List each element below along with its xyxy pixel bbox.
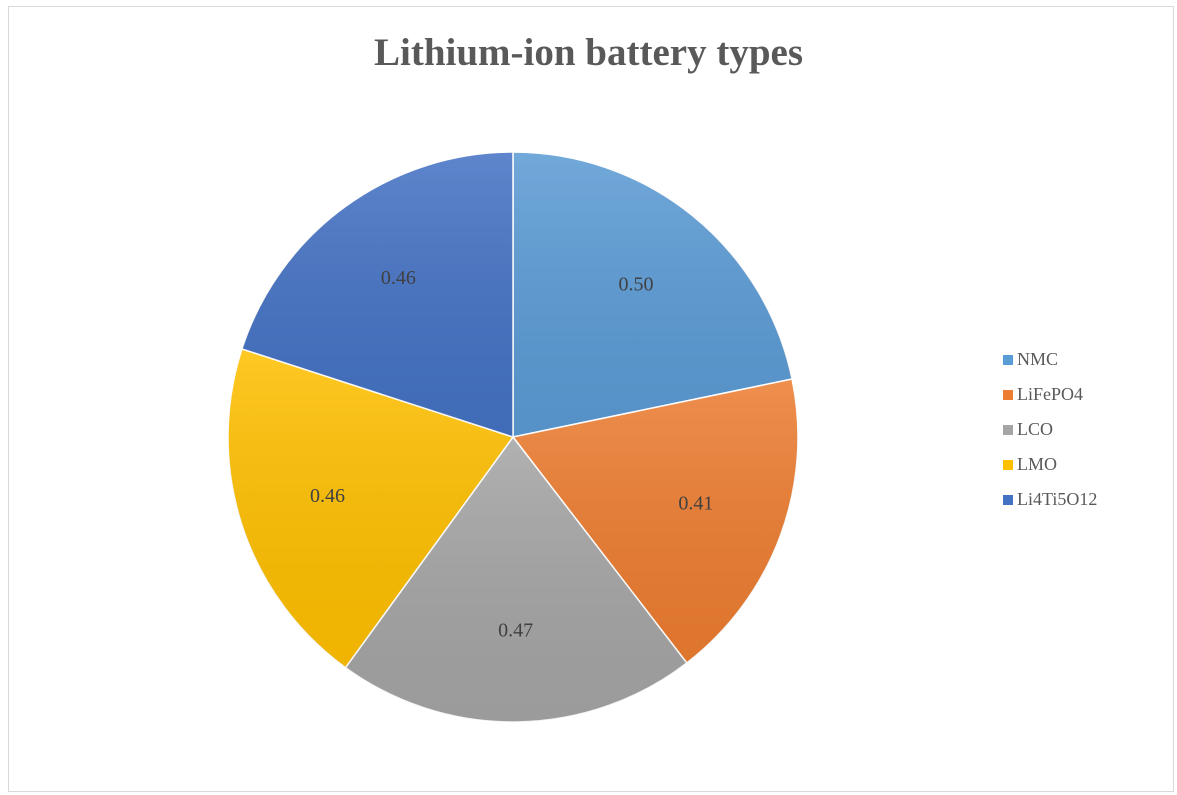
- legend-label: LMO: [1017, 454, 1057, 474]
- legend-swatch: [1003, 389, 1013, 400]
- legend-item-nmc[interactable]: NMC: [1003, 342, 1097, 377]
- pie-data-labels: 0.50 0.41 0.47 0.46 0.46: [310, 267, 713, 642]
- legend-label: LCO: [1017, 419, 1053, 439]
- legend-swatch: [1003, 494, 1013, 505]
- legend-swatch: [1003, 424, 1013, 435]
- legend-swatch: [1003, 354, 1013, 365]
- legend-label: LiFePO4: [1017, 384, 1084, 404]
- data-label-nmc: 0.50: [619, 273, 654, 295]
- legend-item-lifepo4[interactable]: LiFePO4: [1003, 377, 1097, 412]
- legend-swatch: [1003, 459, 1013, 470]
- data-label-lifepo4: 0.41: [678, 492, 713, 514]
- data-label-li4ti5o12: 0.46: [381, 267, 416, 289]
- legend-label: Li4Ti5O12: [1017, 489, 1098, 509]
- legend-item-li4ti5o12[interactable]: Li4Ti5O12: [1003, 482, 1097, 517]
- data-label-lmo: 0.46: [310, 485, 345, 507]
- legend-item-lco[interactable]: LCO: [1003, 412, 1097, 447]
- legend-item-lmo[interactable]: LMO: [1003, 447, 1097, 482]
- chart-title: Lithium-ion battery types: [374, 31, 803, 74]
- legend: NMC LiFePO4 LCO LMO Li4Ti5O12: [1003, 342, 1097, 517]
- data-label-lco: 0.47: [498, 620, 533, 642]
- legend-label: NMC: [1017, 349, 1059, 369]
